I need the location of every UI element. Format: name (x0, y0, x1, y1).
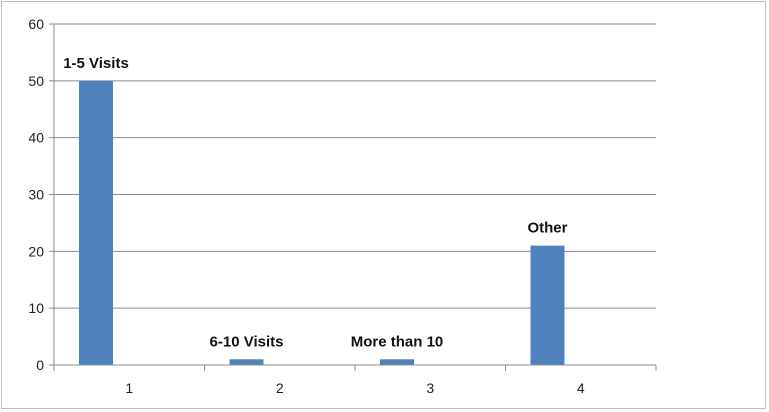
y-tick-label: 50 (28, 73, 44, 89)
y-tick-label: 0 (36, 357, 44, 373)
y-tick-label: 30 (28, 187, 44, 203)
data-labels: 1-5 Visits 6-10 Visits More than 10 Other (63, 55, 567, 350)
data-label: Other (527, 220, 567, 237)
y-axis-ticks: 0 10 20 30 40 50 60 (28, 16, 54, 373)
gridlines (54, 23, 656, 309)
x-axis-ticks: 1 2 3 4 (53, 365, 657, 396)
x-tick-label: 3 (426, 380, 434, 396)
x-tick-label: 1 (125, 380, 133, 396)
bars (79, 80, 565, 365)
bar-3 (380, 359, 414, 365)
data-label: 1-5 Visits (63, 55, 129, 72)
bar-2 (229, 359, 264, 365)
y-tick-label: 10 (28, 300, 44, 316)
data-label: More than 10 (351, 333, 444, 350)
bar-4 (530, 245, 565, 365)
bar-1 (79, 80, 113, 365)
y-tick-label: 60 (28, 16, 44, 32)
x-tick-label: 4 (577, 380, 585, 396)
y-tick-label: 20 (28, 243, 44, 259)
x-tick-label: 2 (276, 380, 284, 396)
y-tick-label: 40 (28, 130, 44, 146)
data-label: 6-10 Visits (210, 333, 284, 350)
